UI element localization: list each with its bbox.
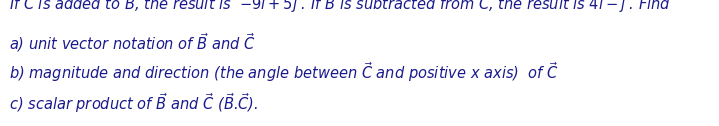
Text: b) magnitude and direction (the angle between $\vec{C}$ and positive x axis)  of: b) magnitude and direction (the angle be… [9,61,558,84]
Text: c) scalar product of $\vec{B}$ and $\vec{C}$ ($\vec{B}$.$\vec{C}$).: c) scalar product of $\vec{B}$ and $\vec… [9,91,258,115]
Text: If $\vec{C}$ is added to $\vec{B}$, the result is  $-9\hat{i} + 5\hat{j}$ . If $: If $\vec{C}$ is added to $\vec{B}$, the … [9,0,671,15]
Text: a) unit vector notation of $\vec{B}$ and $\vec{C}$: a) unit vector notation of $\vec{B}$ and… [9,31,255,54]
